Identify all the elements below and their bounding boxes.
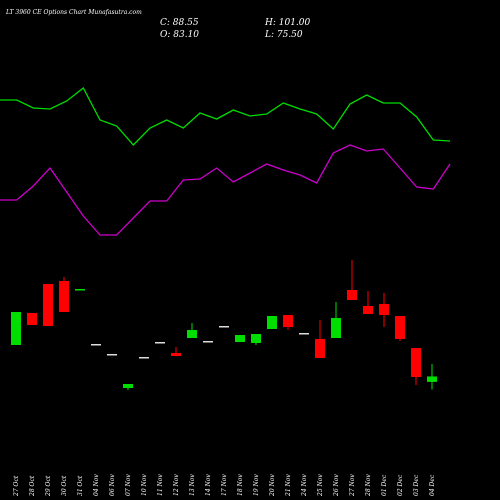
candle-body [331, 318, 341, 338]
x-tick-label: 26 Nov [333, 474, 340, 497]
candle-body [123, 384, 133, 388]
candle-body [315, 339, 325, 358]
low-info: L: 75.50 [264, 30, 303, 40]
x-tick-label: 01 Dec [381, 474, 388, 496]
x-tick-label: 13 Nov [189, 474, 196, 496]
candle-body [395, 316, 405, 339]
indicator-line [0, 87, 451, 146]
candle-body [155, 342, 165, 344]
candle-body [187, 330, 197, 338]
x-tick-label: 17 Nov [221, 474, 228, 496]
x-tick-label: 10 Nov [141, 474, 148, 496]
x-tick-label: 27 Oct [13, 475, 20, 497]
x-tick-label: 12 Nov [173, 474, 180, 496]
candle-body [427, 376, 437, 382]
candle-body [283, 315, 293, 327]
candle-body [363, 306, 373, 314]
x-tick-label: 27 Nov [349, 474, 356, 497]
candle-body [267, 316, 277, 329]
x-tick-label: 02 Dec [397, 474, 404, 496]
x-tick-label: 11 Nov [157, 474, 164, 496]
candle-body [203, 341, 213, 343]
x-tick-label: 18 Nov [237, 474, 244, 496]
chart-title: LT 3960 CE Options Chart Munafasutra.com [5, 9, 142, 16]
candle-body [347, 290, 357, 300]
candle-body [75, 289, 85, 291]
candle-body [411, 348, 421, 377]
x-tick-label: 03 Dec [413, 474, 420, 496]
x-tick-label: 04 Nov [93, 474, 100, 496]
candle-body [235, 335, 245, 342]
x-tick-label: 28 Oct [29, 475, 36, 497]
close-info: C: 88.55 [160, 18, 199, 28]
candle-body [59, 281, 69, 312]
x-tick-label: 07 Nov [125, 474, 132, 496]
x-tick-label: 04 Dec [429, 474, 436, 496]
candle-body [219, 326, 229, 328]
candle-body [251, 334, 261, 343]
candle-body [91, 344, 101, 346]
x-tick-label: 25 Nov [317, 474, 324, 497]
candle-body [171, 353, 181, 356]
x-tick-label: 28 Nov [365, 474, 372, 497]
x-tick-label: 30 Oct [61, 475, 68, 496]
open-info: O: 83.10 [160, 30, 199, 40]
candle-body [139, 357, 149, 359]
candle-body [107, 354, 117, 356]
indicator-line [0, 144, 451, 236]
x-tick-label: 20 Nov [269, 474, 276, 497]
x-tick-label: 14 Nov [205, 474, 212, 496]
x-tick-label: 06 Nov [109, 474, 116, 496]
candle-body [379, 304, 389, 315]
candle-body [299, 333, 309, 335]
x-tick-label: 24 Nov [301, 474, 308, 497]
candle-body [43, 284, 53, 326]
candle-body [11, 312, 21, 345]
x-tick-label: 31 Oct [77, 475, 84, 496]
x-tick-label: 19 Nov [253, 474, 260, 496]
x-tick-label: 29 Oct [45, 475, 52, 497]
x-tick-label: 21 Nov [285, 474, 292, 497]
high-info: H: 101.00 [264, 18, 311, 28]
candle-body [27, 313, 37, 325]
